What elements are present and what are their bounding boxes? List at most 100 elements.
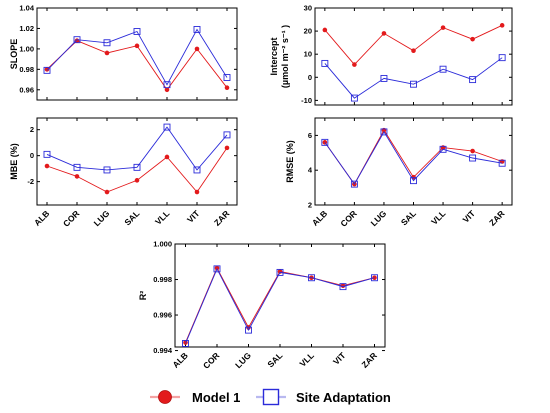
intercept-ytick-label: 0 [308,73,312,82]
mbe-point-site-adaptation [43,150,51,158]
slope-point-site-adaptation [73,36,81,44]
rmse-point-site-adaptation [350,180,358,188]
slope-ytick-label: 0.98 [19,65,34,74]
mbe-point-site-adaptation [73,163,81,171]
intercept-ytick-label: 20 [304,27,312,36]
legend-model1-marker [150,390,180,404]
mbe-point-site-adaptation [163,123,171,131]
r2-ytick-label: 0.994 [153,346,173,355]
legend-site-label: Site Adaptation [296,390,391,405]
slope-ylabel: SLOPE [9,39,19,70]
legend-model1-label: Model 1 [192,390,240,405]
mbe-series-line-site-adaptation [46,126,228,171]
rmse-point-site-adaptation [321,138,329,146]
rmse-point-site-adaptation [380,128,388,136]
mbe-plot-frame [36,117,238,206]
r2-point-site-adaptation [213,265,221,273]
intercept-ytick-label: 30 [304,4,312,13]
slope-point-model1 [224,85,230,91]
r2-point-site-adaptation [371,274,378,282]
mbe-point-site-adaptation [223,131,231,139]
mbe-category-label: LUG [92,208,112,228]
slope-point-site-adaptation [43,66,51,74]
intercept-plot-frame [314,7,513,106]
rmse-category-label: COR [338,208,358,228]
mbe-point-model1 [134,178,140,183]
mbe-point-model1 [104,189,110,195]
intercept-point-site-adaptation [469,76,477,84]
rmse-ytick-label: 6 [308,131,312,140]
mbe-point-site-adaptation [133,163,141,171]
r2-ytick-label: 0.996 [153,311,172,320]
intercept-series-line-site-adaptation [324,57,503,99]
slope-ytick-label: 1.00 [19,44,34,53]
intercept-point-site-adaptation [410,80,417,88]
rmse-category-label: VLL [429,208,447,226]
mbe-panel: -2 0 2 ALB COR LUG SAL VLL VIT ZAR MBE (%) [9,117,238,229]
slope-series-line-site-adaptation [46,28,228,86]
rmse-panel: 2 4 6 ALB COR LUG SAL VLL VIT ZAR RMSE (%) [285,117,513,229]
intercept-point-model1 [381,31,387,36]
r2-point-site-adaptation [245,326,252,334]
r2-ytick-label: 0.998 [153,275,172,284]
intercept-point-model1 [470,36,475,42]
mbe-category-label: VLL [153,208,171,226]
mbe-ytick-label: 2 [30,125,34,134]
rmse-point-site-adaptation [439,145,447,153]
slope-point-model1 [104,50,110,56]
mbe-category-label: SAL [122,208,141,227]
r2-plot-frame [174,243,386,348]
rmse-ylabel: RMSE (%) [285,140,295,183]
rmse-ytick-label: 4 [308,166,313,175]
rmse-point-site-adaptation [410,177,417,185]
rmse-category-label: ZAR [487,208,506,227]
legend: Model 1 Site Adaptation [150,388,391,406]
r2-category-label: LUG [233,350,253,370]
intercept-point-model1 [440,25,446,30]
slope-panel: 0.96 0.98 1.00 1.02 1.04 SLOPE [9,4,238,101]
rmse-series-line-site-adaptation [324,131,503,185]
r2-point-site-adaptation [276,268,284,276]
intercept-point-site-adaptation [350,94,358,102]
legend-site-marker [256,388,286,406]
slope-ytick-label: 1.04 [19,4,34,13]
rmse-point-model1 [470,148,475,154]
mbe-category-label: ZAR [212,208,231,227]
rmse-category-label: LUG [369,208,389,228]
intercept-point-site-adaptation [498,54,506,62]
slope-ytick-label: 1.02 [19,24,34,33]
chart-panels: 0.960.981.001.021.04SLOPE-100102030Inter… [9,4,513,371]
slope-point-site-adaptation [193,26,201,33]
mbe-ytick-label: -2 [27,177,34,186]
slope-point-site-adaptation [223,74,231,81]
mbe-point-model1 [164,154,170,160]
mbe-point-site-adaptation [103,166,111,174]
r2-point-model1 [340,283,346,289]
r2-category-label: VLL [297,350,315,368]
r2-series-line-model1 [185,266,375,343]
slope-point-model1 [194,46,200,52]
intercept-point-model1 [352,62,357,67]
r2-series-line-site-adaptation [185,267,375,344]
slope-point-model1 [44,67,50,72]
slope-point-model1 [164,87,170,93]
intercept-point-model1 [411,48,416,54]
r2-category-label: COR [201,350,221,370]
mbe-point-site-adaptation [193,166,201,174]
r2-category-label: SAL [265,350,284,369]
intercept-point-model1 [499,23,505,28]
mbe-point-model1 [74,174,80,179]
mbe-category-label: COR [61,208,81,228]
intercept-point-site-adaptation [380,74,388,82]
intercept-point-site-adaptation [321,59,329,67]
mbe-category-label: VIT [185,208,202,225]
r2-category-label: VIT [331,350,348,367]
slope-plot-frame [36,7,238,101]
r2-point-site-adaptation [182,339,189,347]
r2-ylabel: R² [138,291,148,301]
mbe-point-model1 [44,163,50,169]
slope-point-site-adaptation [103,39,111,47]
r2-ytick-label: 1.000 [153,240,172,249]
mbe-point-model1 [224,145,230,151]
r2-category-label: ZAR [359,350,378,369]
